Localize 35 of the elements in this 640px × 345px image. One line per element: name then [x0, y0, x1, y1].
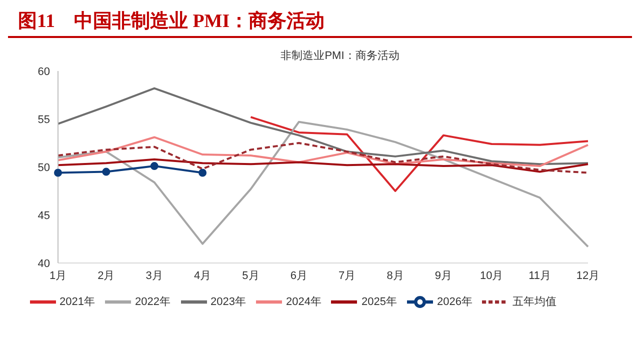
legend-label: 2022年 [135, 296, 171, 308]
x-tick-label: 4月 [194, 270, 212, 282]
legend-label: 2021年 [60, 296, 96, 308]
legend-label: 2023年 [210, 296, 246, 308]
point [102, 168, 110, 176]
legend-label: 2026年 [436, 296, 472, 308]
x-tick-label: 9月 [434, 270, 452, 282]
line-series [57, 87, 589, 166]
y-tick-label: 50 [38, 162, 50, 174]
x-tick-label: 10月 [480, 270, 504, 282]
line-series [57, 136, 589, 168]
y-tick-label: 55 [38, 114, 50, 126]
chart-title: 图11 中国非制造业 PMI：商务活动 [8, 8, 632, 38]
point [150, 162, 158, 170]
point [198, 168, 207, 177]
legend-label: 五年均值 [512, 296, 556, 308]
legend-label: 2024年 [286, 296, 322, 308]
x-tick-label: 2月 [98, 270, 115, 282]
line-series [250, 116, 589, 192]
x-tick-label: 6月 [290, 270, 308, 282]
chart-subtitle: 非制造业PMI：商务活动 [280, 48, 400, 63]
y-tick-label: 60 [38, 66, 50, 78]
x-tick-label: 7月 [338, 270, 356, 282]
y-tick-label: 45 [38, 210, 50, 222]
y-tick-label: 40 [38, 258, 50, 270]
x-tick-label: 1月 [49, 270, 67, 282]
x-tick-label: 8月 [386, 270, 404, 282]
legend-label: 2025年 [361, 296, 397, 308]
line-series [57, 158, 589, 173]
x-tick-label: 11月 [528, 270, 552, 282]
x-tick-label: 5月 [242, 270, 260, 282]
line-series [57, 120, 589, 248]
x-tick-label: 12月 [576, 270, 600, 282]
point [54, 168, 62, 177]
x-tick-label: 3月 [146, 270, 163, 282]
